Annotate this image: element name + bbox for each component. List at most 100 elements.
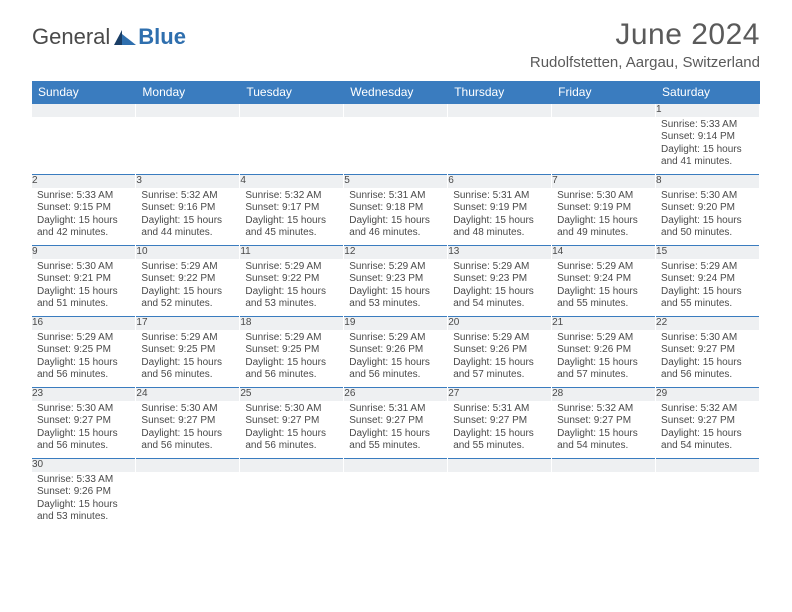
- day-number-row: 16171819202122: [32, 317, 760, 330]
- daylight-text: Daylight: 15 hours and 41 minutes.: [661, 144, 754, 169]
- day-number-cell: 6: [448, 175, 552, 188]
- sunset-text: Sunset: 9:26 PM: [349, 344, 442, 357]
- day-cell: Sunrise: 5:31 AMSunset: 9:27 PMDaylight:…: [344, 401, 448, 459]
- day-details: Sunrise: 5:29 AMSunset: 9:25 PMDaylight:…: [32, 330, 135, 386]
- sunset-text: Sunset: 9:18 PM: [349, 202, 442, 215]
- sunset-text: Sunset: 9:25 PM: [141, 344, 234, 357]
- day-number-cell: [344, 459, 448, 472]
- day-number-cell: 27: [448, 388, 552, 401]
- day-details: Sunrise: 5:32 AMSunset: 9:17 PMDaylight:…: [240, 188, 343, 244]
- daylight-text: Daylight: 15 hours and 44 minutes.: [141, 215, 234, 240]
- daylight-text: Daylight: 15 hours and 49 minutes.: [557, 215, 650, 240]
- sunrise-text: Sunrise: 5:33 AM: [661, 119, 754, 132]
- brand-part2: Blue: [138, 24, 186, 50]
- day-cell: Sunrise: 5:31 AMSunset: 9:19 PMDaylight:…: [448, 188, 552, 246]
- day-cell: Sunrise: 5:32 AMSunset: 9:17 PMDaylight:…: [240, 188, 344, 246]
- day-cell: [448, 472, 552, 530]
- day-cell: Sunrise: 5:29 AMSunset: 9:26 PMDaylight:…: [344, 330, 448, 388]
- day-cell: [448, 117, 552, 175]
- sunrise-text: Sunrise: 5:33 AM: [37, 474, 130, 487]
- sunset-text: Sunset: 9:19 PM: [557, 202, 650, 215]
- sunrise-text: Sunrise: 5:32 AM: [141, 190, 234, 203]
- weekday-header-row: Sunday Monday Tuesday Wednesday Thursday…: [32, 81, 760, 104]
- day-number-row: 2345678: [32, 175, 760, 188]
- sunset-text: Sunset: 9:26 PM: [453, 344, 546, 357]
- day-details: Sunrise: 5:31 AMSunset: 9:19 PMDaylight:…: [448, 188, 551, 244]
- sunrise-text: Sunrise: 5:29 AM: [557, 261, 650, 274]
- location-subtitle: Rudolfstetten, Aargau, Switzerland: [530, 54, 760, 71]
- daylight-text: Daylight: 15 hours and 50 minutes.: [661, 215, 754, 240]
- sunrise-text: Sunrise: 5:30 AM: [661, 190, 754, 203]
- day-cell: Sunrise: 5:30 AMSunset: 9:27 PMDaylight:…: [32, 401, 136, 459]
- calendar-page: General Blue June 2024 Rudolfstetten, Aa…: [0, 0, 792, 530]
- sunrise-text: Sunrise: 5:29 AM: [557, 332, 650, 345]
- day-cell: Sunrise: 5:29 AMSunset: 9:24 PMDaylight:…: [552, 259, 656, 317]
- weekday-header: Friday: [552, 81, 656, 104]
- day-details: Sunrise: 5:29 AMSunset: 9:26 PMDaylight:…: [344, 330, 447, 386]
- day-details: Sunrise: 5:32 AMSunset: 9:27 PMDaylight:…: [656, 401, 759, 457]
- day-cell: Sunrise: 5:29 AMSunset: 9:25 PMDaylight:…: [136, 330, 240, 388]
- day-cell: [552, 472, 656, 530]
- day-cell: Sunrise: 5:29 AMSunset: 9:23 PMDaylight:…: [448, 259, 552, 317]
- calendar-table: Sunday Monday Tuesday Wednesday Thursday…: [32, 81, 760, 530]
- day-details: Sunrise: 5:30 AMSunset: 9:19 PMDaylight:…: [552, 188, 655, 244]
- day-details: Sunrise: 5:33 AMSunset: 9:26 PMDaylight:…: [32, 472, 135, 528]
- day-cell: Sunrise: 5:29 AMSunset: 9:22 PMDaylight:…: [240, 259, 344, 317]
- sunset-text: Sunset: 9:23 PM: [453, 273, 546, 286]
- day-number-cell: 12: [344, 246, 448, 259]
- daylight-text: Daylight: 15 hours and 42 minutes.: [37, 215, 130, 240]
- day-details: Sunrise: 5:32 AMSunset: 9:16 PMDaylight:…: [136, 188, 239, 244]
- day-number-cell: 8: [656, 175, 760, 188]
- day-cell: Sunrise: 5:29 AMSunset: 9:25 PMDaylight:…: [240, 330, 344, 388]
- day-details: Sunrise: 5:30 AMSunset: 9:20 PMDaylight:…: [656, 188, 759, 244]
- day-number-cell: 5: [344, 175, 448, 188]
- day-number-cell: 22: [656, 317, 760, 330]
- day-number-cell: 9: [32, 246, 136, 259]
- sunrise-text: Sunrise: 5:29 AM: [141, 332, 234, 345]
- logo-flag-icon: [114, 28, 138, 46]
- day-number-cell: 1: [656, 104, 760, 117]
- sunset-text: Sunset: 9:22 PM: [141, 273, 234, 286]
- daylight-text: Daylight: 15 hours and 54 minutes.: [557, 428, 650, 453]
- day-number-cell: 29: [656, 388, 760, 401]
- day-details: Sunrise: 5:33 AMSunset: 9:15 PMDaylight:…: [32, 188, 135, 244]
- day-cell: Sunrise: 5:32 AMSunset: 9:16 PMDaylight:…: [136, 188, 240, 246]
- sunrise-text: Sunrise: 5:29 AM: [453, 261, 546, 274]
- daylight-text: Daylight: 15 hours and 55 minutes.: [661, 286, 754, 311]
- day-cell: Sunrise: 5:31 AMSunset: 9:27 PMDaylight:…: [448, 401, 552, 459]
- daylight-text: Daylight: 15 hours and 56 minutes.: [245, 428, 338, 453]
- day-number-cell: 7: [552, 175, 656, 188]
- day-details: Sunrise: 5:29 AMSunset: 9:23 PMDaylight:…: [344, 259, 447, 315]
- sunrise-text: Sunrise: 5:29 AM: [349, 332, 442, 345]
- sunset-text: Sunset: 9:27 PM: [453, 415, 546, 428]
- day-cell: Sunrise: 5:30 AMSunset: 9:19 PMDaylight:…: [552, 188, 656, 246]
- day-cell: [344, 472, 448, 530]
- sunrise-text: Sunrise: 5:30 AM: [37, 403, 130, 416]
- day-cell: [240, 117, 344, 175]
- calendar-body: 1Sunrise: 5:33 AMSunset: 9:14 PMDaylight…: [32, 104, 760, 530]
- daylight-text: Daylight: 15 hours and 56 minutes.: [349, 357, 442, 382]
- day-details: Sunrise: 5:30 AMSunset: 9:27 PMDaylight:…: [656, 330, 759, 386]
- sunset-text: Sunset: 9:17 PM: [245, 202, 338, 215]
- day-number-cell: 25: [240, 388, 344, 401]
- daylight-text: Daylight: 15 hours and 57 minutes.: [453, 357, 546, 382]
- sunset-text: Sunset: 9:22 PM: [245, 273, 338, 286]
- day-details: Sunrise: 5:30 AMSunset: 9:21 PMDaylight:…: [32, 259, 135, 315]
- sunrise-text: Sunrise: 5:29 AM: [349, 261, 442, 274]
- day-number-cell: 11: [240, 246, 344, 259]
- daylight-text: Daylight: 15 hours and 56 minutes.: [37, 428, 130, 453]
- day-number-cell: [448, 104, 552, 117]
- sunrise-text: Sunrise: 5:31 AM: [349, 190, 442, 203]
- daylight-text: Daylight: 15 hours and 51 minutes.: [37, 286, 130, 311]
- month-title: June 2024: [530, 18, 760, 52]
- day-number-row: 30: [32, 459, 760, 472]
- sunset-text: Sunset: 9:27 PM: [37, 415, 130, 428]
- sunset-text: Sunset: 9:27 PM: [349, 415, 442, 428]
- sunset-text: Sunset: 9:15 PM: [37, 202, 130, 215]
- sunset-text: Sunset: 9:20 PM: [661, 202, 754, 215]
- daylight-text: Daylight: 15 hours and 53 minutes.: [349, 286, 442, 311]
- day-cell: Sunrise: 5:29 AMSunset: 9:26 PMDaylight:…: [448, 330, 552, 388]
- day-cell: [240, 472, 344, 530]
- daylight-text: Daylight: 15 hours and 57 minutes.: [557, 357, 650, 382]
- day-number-row: 9101112131415: [32, 246, 760, 259]
